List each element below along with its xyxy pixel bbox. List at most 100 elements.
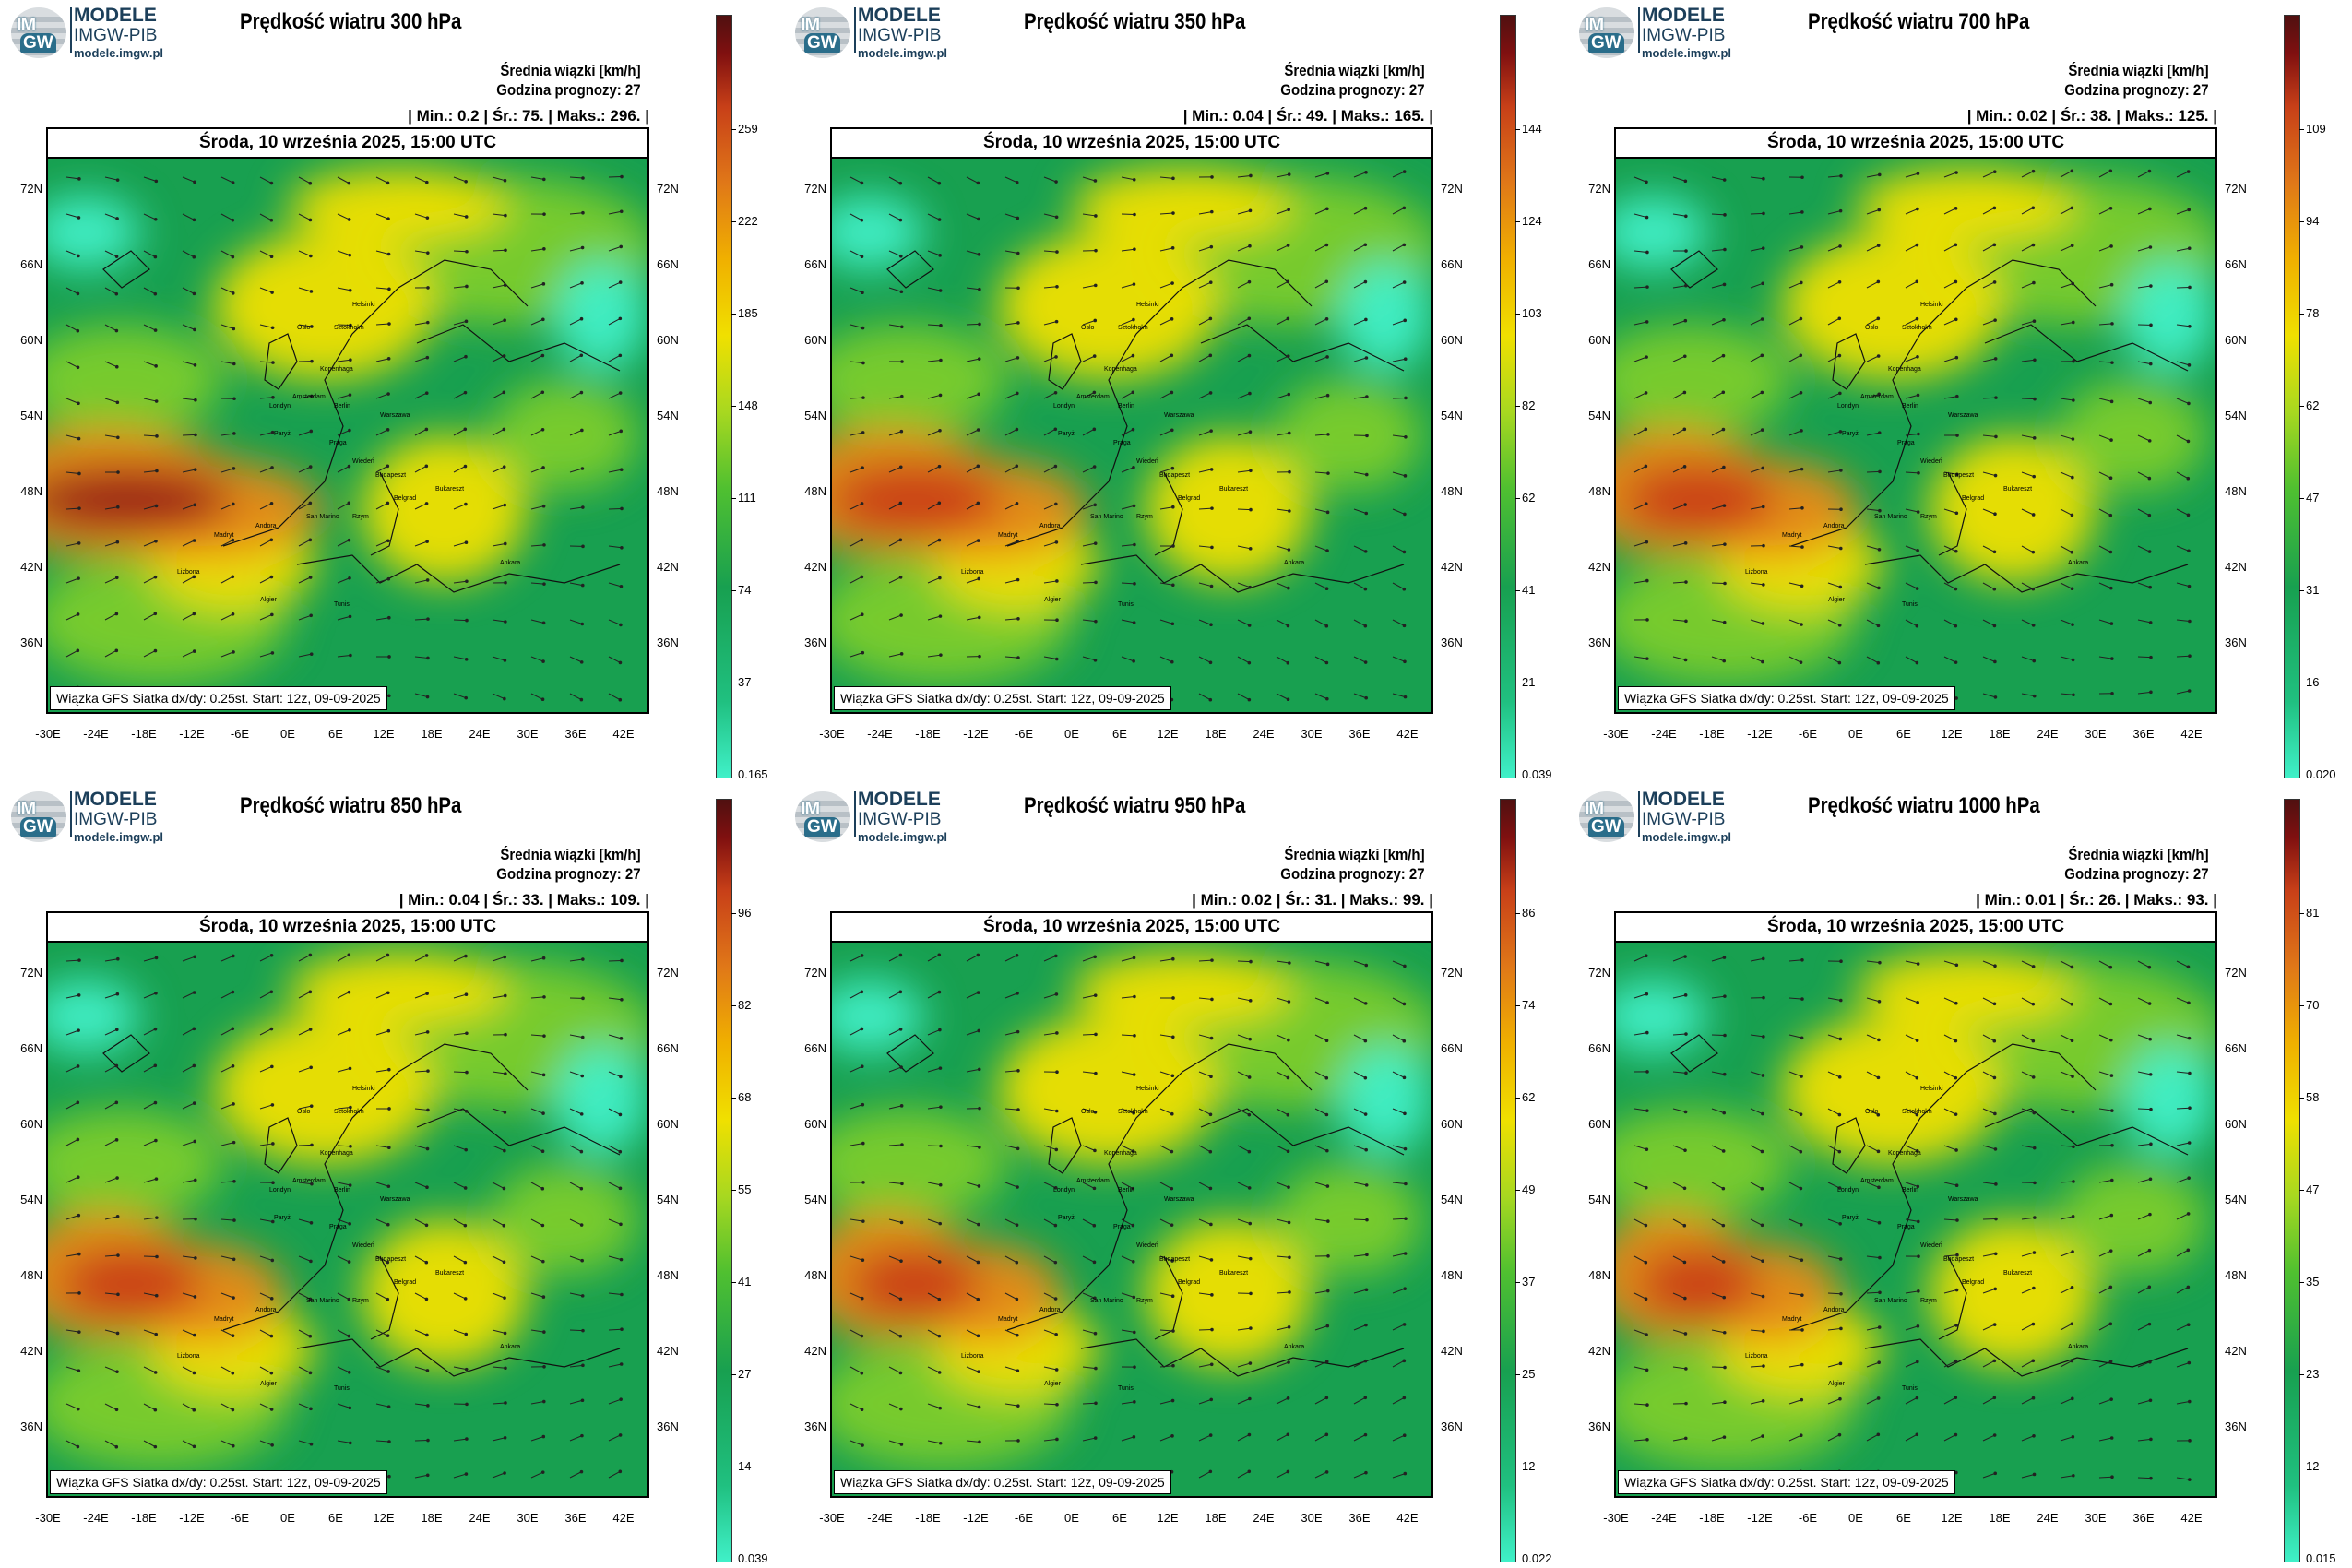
- city-label: Helsinki: [352, 1086, 375, 1092]
- lat-label-right: 54N: [1441, 1193, 1463, 1206]
- city-label: Budapeszt: [1943, 472, 1974, 479]
- city-label: Lizbona: [177, 569, 200, 576]
- lon-label: 18E: [1989, 1511, 2011, 1525]
- city-label: Bukareszt: [1219, 1270, 1248, 1277]
- brand-line2: IMGW-PIB: [1642, 810, 1726, 829]
- lon-label: 6E: [1112, 1511, 1127, 1525]
- city-label: Tunis: [1118, 1385, 1134, 1392]
- city-label: Sztokholm: [1118, 1109, 1148, 1115]
- colorbar-tick: 23: [2306, 1367, 2320, 1381]
- colorbar-tick: 74: [1522, 998, 1536, 1012]
- colorbar-tickmark: [1515, 1190, 1520, 1191]
- city-label: Amsterdam: [292, 394, 326, 400]
- city-label: Helsinki: [1136, 1086, 1159, 1092]
- brand-text: MODELE IMGW-PIB modele.imgw.pl: [858, 790, 947, 843]
- forecast-hour: Godzina prognozy: 27: [1280, 81, 1425, 99]
- city-label: Sztokholm: [1118, 325, 1148, 331]
- colorbar-tick: 94: [2306, 214, 2320, 228]
- city-labels: Oslo Helsinki Sztokholm Kopenhaga LondynAmst…: [177, 302, 520, 608]
- coastlines: [102, 250, 621, 593]
- lat-label-left: 54N: [1588, 1193, 1610, 1206]
- city-label: Algier: [1828, 597, 1846, 603]
- lat-label-left: 48N: [804, 484, 826, 498]
- logo-text-top: IM: [801, 15, 820, 35]
- lon-label: 18E: [421, 1511, 443, 1525]
- city-label: Ankara: [2068, 560, 2088, 566]
- lat-label-right: 54N: [657, 1193, 679, 1206]
- wind-speed-field: Oslo Helsinki Sztokholm Kopenhaga LondynAmst…: [1616, 159, 2215, 712]
- colorbar-tick: 41: [1522, 583, 1536, 597]
- lon-label: -18E: [915, 1511, 941, 1525]
- colorbar-tick: 70: [2306, 998, 2320, 1012]
- city-label: San Marino: [306, 1298, 339, 1304]
- lat-label-right: 72N: [1441, 966, 1463, 980]
- colorbar-tick: 86: [1522, 906, 1536, 920]
- lon-label: -18E: [131, 727, 157, 741]
- city-label: Sztokholm: [334, 1109, 364, 1115]
- unit-label: Średnia wiązki [km/h]: [1284, 62, 1425, 79]
- city-label: Budapeszt: [1159, 472, 1190, 479]
- lat-label-left: 54N: [20, 1193, 42, 1206]
- lon-label: 18E: [1989, 727, 2011, 741]
- logo-text-top: IM: [1585, 15, 1604, 35]
- city-label: Amsterdam: [1860, 1178, 1894, 1184]
- lon-label: 12E: [1941, 1511, 1963, 1525]
- city-label: Kopenhaga: [320, 366, 353, 373]
- brand-line1: MODELE: [74, 5, 157, 26]
- colorbar-tickmark: [1515, 314, 1520, 315]
- city-label: Tunis: [1902, 601, 1918, 608]
- city-label: Budapeszt: [1159, 1256, 1190, 1263]
- lat-label-right: 60N: [2225, 1117, 2247, 1131]
- city-label: Lizbona: [961, 1353, 984, 1360]
- colorbar-tick: 55: [738, 1182, 752, 1196]
- stats-bar: | Min.: 0.2 | Śr.: 75. | Maks.: 296. |: [408, 107, 649, 125]
- lat-label-left: 48N: [20, 484, 42, 498]
- wind-map: Oslo Helsinki Sztokholm Kopenhaga Londyn Amst…: [1614, 157, 2217, 714]
- colorbar-tick: 82: [1522, 398, 1536, 412]
- unit-label: Średnia wiązki [km/h]: [1284, 846, 1425, 863]
- city-label: Helsinki: [1920, 1086, 1943, 1092]
- city-label: Algier: [260, 597, 278, 603]
- city-label: Lizbona: [961, 569, 984, 576]
- date-bar: Środa, 10 września 2025, 15:00 UTC: [1614, 911, 2217, 943]
- city-label: Praga: [329, 1224, 347, 1230]
- city-label: Kopenhaga: [1104, 1150, 1137, 1157]
- lat-label-right: 42N: [2225, 1344, 2247, 1358]
- lon-label: -24E: [867, 1511, 893, 1525]
- lat-label-left: 72N: [20, 966, 42, 980]
- lon-label: -6E: [1014, 727, 1034, 741]
- wind-panel: IM GW MODELE IMGW-PIB modele.imgw.pl Prędkość…: [0, 784, 779, 1568]
- imgw-logo: IM GW: [795, 7, 850, 58]
- colorbar-tick: 103: [1522, 306, 1542, 320]
- lon-label: -18E: [131, 1511, 157, 1525]
- date-bar: Środa, 10 września 2025, 15:00 UTC: [830, 127, 1433, 159]
- colorbar-tick: 111: [738, 491, 756, 505]
- wind-arrows: [1633, 954, 2192, 1481]
- lon-label: -30E: [819, 1511, 845, 1525]
- brand-line1: MODELE: [858, 5, 941, 26]
- city-label: Andora: [1039, 1307, 1061, 1313]
- wind-speed-field: Oslo Helsinki Sztokholm Kopenhaga LondynAmst…: [832, 943, 1431, 1496]
- city-label: Warszawa: [1164, 412, 1194, 419]
- wind-speed-field: Oslo Helsinki Sztokholm Kopenhaga LondynAmst…: [48, 943, 647, 1496]
- city-label: Madryt: [1782, 532, 1801, 539]
- colorbar-tickmark: [1515, 221, 1520, 222]
- colorbar-tick: 82: [738, 998, 752, 1012]
- colorbar-tick: 47: [2306, 491, 2320, 505]
- city-label: Lizbona: [1745, 569, 1768, 576]
- lon-label: 42E: [2180, 1511, 2203, 1525]
- colorbar-tick: 25: [1522, 1367, 1536, 1381]
- lon-label: -12E: [179, 1511, 205, 1525]
- colorbar: [2284, 799, 2300, 1562]
- lat-label-right: 60N: [1441, 333, 1463, 347]
- lon-label: -12E: [963, 727, 989, 741]
- stats-bar: | Min.: 0.01 | Śr.: 26. | Maks.: 93. |: [1976, 891, 2217, 909]
- city-label: Tunis: [334, 1385, 350, 1392]
- city-label: San Marino: [1090, 514, 1123, 520]
- lon-label: -24E: [83, 1511, 109, 1525]
- lon-label: 24E: [469, 727, 491, 741]
- lon-label: 30E: [2085, 727, 2107, 741]
- lon-label: 36E: [564, 727, 587, 741]
- logo-text-bottom: GW: [20, 817, 56, 837]
- brand-line1: MODELE: [74, 789, 157, 810]
